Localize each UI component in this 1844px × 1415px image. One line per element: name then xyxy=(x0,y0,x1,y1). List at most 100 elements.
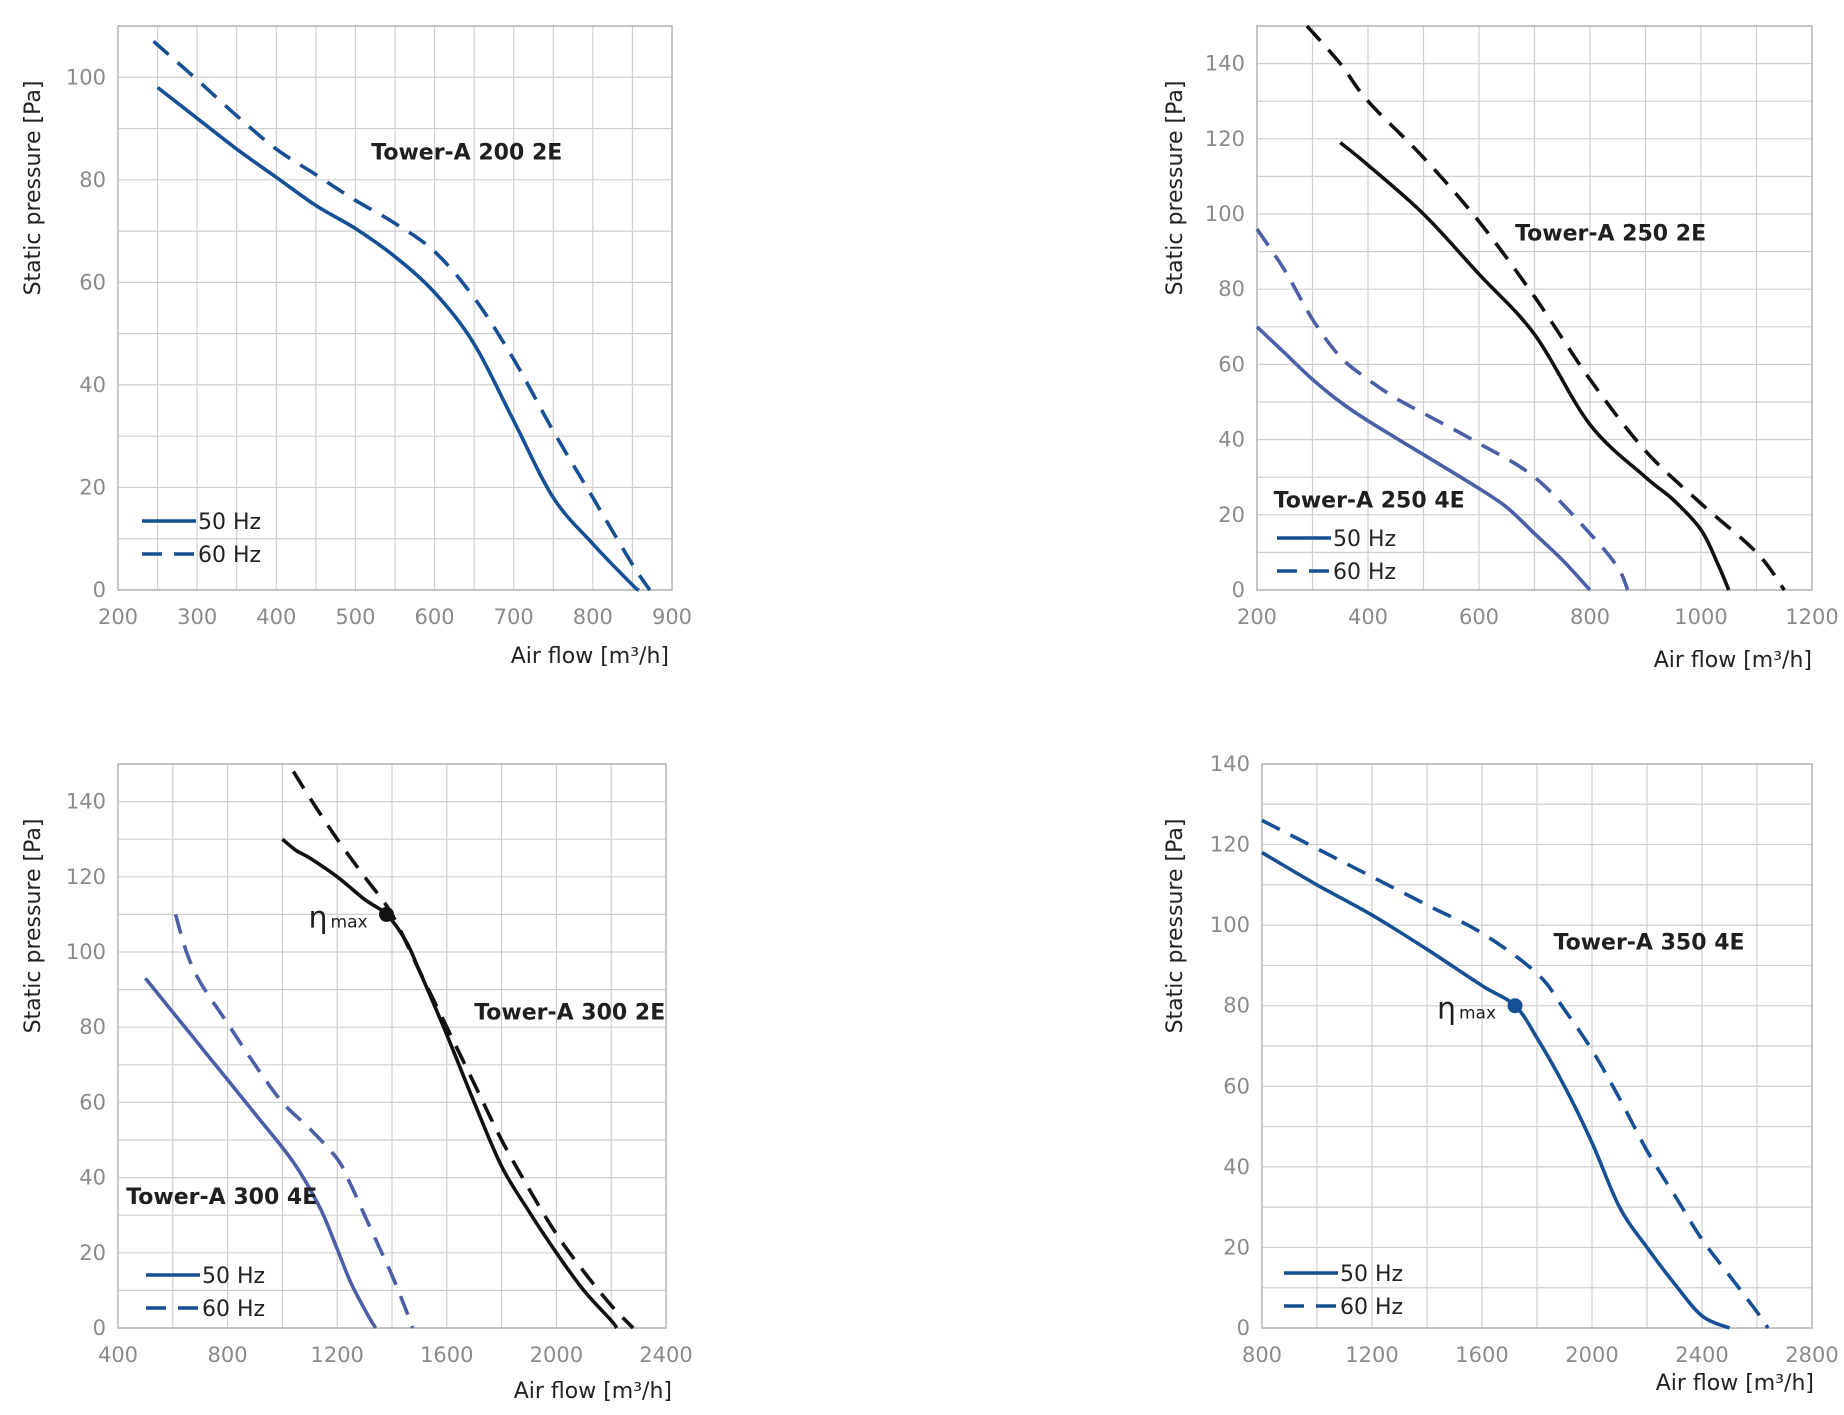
legend-label: 60 Hz xyxy=(198,543,261,568)
y-tick-label: 100 xyxy=(1210,913,1250,937)
y-axis-title: Static pressure [Pa] xyxy=(21,81,46,296)
x-tick-label: 700 xyxy=(494,605,534,629)
y-tick-label: 40 xyxy=(79,373,106,397)
y-tick-label: 80 xyxy=(1218,277,1245,301)
y-tick-label: 140 xyxy=(1210,752,1250,776)
x-tick-label: 800 xyxy=(1570,605,1610,629)
y-tick-label: 20 xyxy=(79,475,106,499)
x-tick-label: 1200 xyxy=(1785,605,1838,629)
x-axis-title: Air flow [m³/h] xyxy=(511,644,669,669)
plot-frame xyxy=(117,25,673,591)
legend: 50 Hz 60 Hz xyxy=(1277,527,1396,585)
series-line xyxy=(1261,851,1731,1330)
x-tick-label: 1600 xyxy=(420,1343,473,1367)
y-axis-title: Static pressure [Pa] xyxy=(1163,81,1188,296)
x-tick-label: 800 xyxy=(1242,1343,1282,1367)
legend-label: 60 Hz xyxy=(1340,1295,1403,1320)
legend-label: 50 Hz xyxy=(1340,1262,1403,1287)
legend-label: 60 Hz xyxy=(202,1297,265,1322)
legend: 50 Hz 60 Hz xyxy=(146,1264,265,1322)
x-tick-label: 2000 xyxy=(530,1343,583,1367)
x-tick-label: 2400 xyxy=(1675,1343,1728,1367)
y-axis-title: Static pressure [Pa] xyxy=(1163,819,1188,1034)
chart-1: 200 300 400 500 600 700 800 900 0 20 40 60 80 100 Air … xyxy=(21,25,692,669)
x-tick-label: 2800 xyxy=(1785,1343,1838,1367)
y-tick-label: 0 xyxy=(1232,578,1245,602)
eta-max-label: η xyxy=(309,900,328,935)
x-tick-label: 2000 xyxy=(1565,1343,1618,1367)
y-tick-label: 20 xyxy=(1223,1235,1250,1259)
series-line xyxy=(281,837,619,1330)
curve-label: Tower-A 350 4E xyxy=(1554,930,1745,955)
chart-2: 200 400 600 800 1000 1200 0 20 40 60 80 100 120 140 Ai… xyxy=(1163,24,1839,673)
gridlines xyxy=(1261,763,1813,1329)
eta-max-point xyxy=(1507,998,1523,1014)
x-tick-label: 400 xyxy=(256,605,296,629)
y-tick-label: 20 xyxy=(1218,503,1245,527)
series-line xyxy=(1261,818,1770,1329)
eta-max-label: η xyxy=(1437,992,1456,1027)
x-tick-label: 300 xyxy=(177,605,217,629)
legend-label: 50 Hz xyxy=(198,510,261,535)
x-tick-label: 1200 xyxy=(1345,1343,1398,1367)
x-tick-label: 400 xyxy=(1348,605,1388,629)
y-tick-label: 60 xyxy=(79,1090,106,1114)
y-tick-label: 60 xyxy=(79,270,106,294)
plot-frame xyxy=(1261,763,1813,1329)
x-tick-label: 400 xyxy=(98,1343,138,1367)
y-axis-title: Static pressure [Pa] xyxy=(21,819,46,1034)
series-line xyxy=(1339,141,1731,591)
y-tick-label: 40 xyxy=(1218,428,1245,452)
series-line xyxy=(1255,228,1630,591)
y-tick-label: 0 xyxy=(93,578,106,602)
gridlines xyxy=(117,763,667,1329)
legend-label: 60 Hz xyxy=(1333,560,1396,585)
y-tick-label: 140 xyxy=(1205,52,1245,76)
x-axis-title: Air flow [m³/h] xyxy=(514,1379,672,1404)
x-tick-label: 1600 xyxy=(1455,1343,1508,1367)
eta-max-point xyxy=(379,906,395,922)
plot-frame xyxy=(1256,25,1813,591)
y-tick-label: 20 xyxy=(79,1241,106,1265)
x-tick-label: 800 xyxy=(573,605,613,629)
x-axis-title: Air flow [m³/h] xyxy=(1656,1371,1814,1396)
y-tick-label: 80 xyxy=(79,1015,106,1039)
x-tick-label: 800 xyxy=(208,1343,248,1367)
chart-4: 800 1200 1600 2000 2400 2800 0 20 40 60 80 100 120 14… xyxy=(1163,752,1839,1396)
y-tick-label: 60 xyxy=(1218,352,1245,376)
chart-3: 400 800 1200 1600 2000 2400 0 20 40 60 80 100 120 140… xyxy=(21,763,693,1404)
series-line xyxy=(291,770,635,1330)
gridlines xyxy=(117,25,673,591)
y-tick-label: 40 xyxy=(79,1166,106,1190)
y-tick-label: 100 xyxy=(66,940,106,964)
series-line xyxy=(143,977,378,1329)
series-line xyxy=(1305,24,1786,592)
x-tick-label: 2400 xyxy=(639,1343,692,1367)
series-line xyxy=(152,40,652,592)
x-axis-title: Air flow [m³/h] xyxy=(1654,648,1812,673)
y-tick-label: 100 xyxy=(66,65,106,89)
series-line xyxy=(156,86,641,592)
y-tick-label: 120 xyxy=(1210,833,1250,857)
x-tick-label: 500 xyxy=(335,605,375,629)
y-tick-label: 80 xyxy=(1223,994,1250,1018)
curve-label: Tower-A 250 4E xyxy=(1274,488,1465,513)
x-tick-label: 1000 xyxy=(1674,605,1727,629)
x-tick-label: 600 xyxy=(415,605,455,629)
y-tick-label: 0 xyxy=(93,1316,106,1340)
curve-label: Tower-A 250 2E xyxy=(1515,221,1706,246)
y-tick-label: 40 xyxy=(1223,1155,1250,1179)
legend: 50 Hz 60 Hz xyxy=(142,510,261,568)
curve-label: Tower-A 300 4E xyxy=(126,1185,317,1210)
plot-frame xyxy=(117,763,667,1329)
y-tick-label: 140 xyxy=(66,790,106,814)
x-tick-label: 200 xyxy=(1237,605,1277,629)
y-tick-label: 60 xyxy=(1223,1074,1250,1098)
eta-max-subscript: max xyxy=(1459,1004,1496,1024)
legend: 50 Hz 60 Hz xyxy=(1284,1262,1403,1320)
curve-label: Tower-A 300 2E xyxy=(474,1001,665,1026)
legend-label: 50 Hz xyxy=(1333,527,1396,552)
series-line xyxy=(1255,325,1592,592)
y-tick-label: 100 xyxy=(1205,202,1245,226)
